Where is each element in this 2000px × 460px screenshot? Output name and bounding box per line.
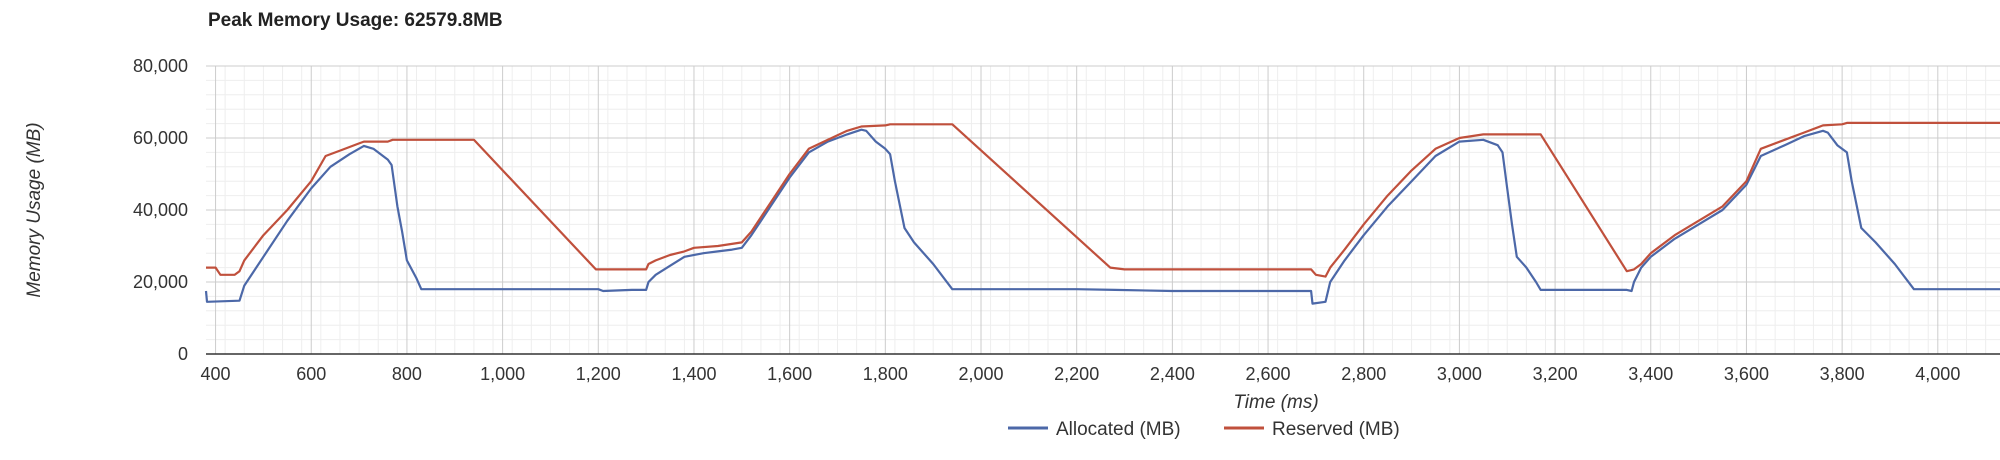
chart-title: Peak Memory Usage: 62579.8MB [208,10,503,31]
x-tick-label: 2,600 [1246,364,1291,384]
x-axis-title: Time (ms) [1233,392,1318,413]
x-tick-label: 4,000 [1915,364,1960,384]
x-tick-label: 1,600 [767,364,812,384]
y-tick-label: 40,000 [133,200,188,220]
x-tick-label: 2,000 [958,364,1003,384]
y-axis-tick-labels: 0 20,000 40,000 60,000 80,000 [133,56,188,364]
y-tick-label: 20,000 [133,272,188,292]
x-tick-label: 2,400 [1150,364,1195,384]
legend-label-allocated: Allocated (MB) [1056,419,1181,440]
x-tick-label: 2,800 [1341,364,1386,384]
x-tick-label: 3,200 [1533,364,1578,384]
x-tick-label: 1,000 [480,364,525,384]
x-tick-label: 1,800 [863,364,908,384]
y-tick-label: 60,000 [133,128,188,148]
y-axis-title: Memory Usage (MB) [24,122,45,297]
x-tick-label: 2,200 [1054,364,1099,384]
series-lines [204,121,2000,305]
x-tick-label: 3,000 [1437,364,1482,384]
series-line-reserved [206,121,2000,278]
x-tick-label: 3,600 [1724,364,1769,384]
x-tick-label: 800 [392,364,422,384]
x-tick-label: 1,200 [576,364,621,384]
major-gridlines [206,65,2000,354]
series-line-allocated [204,128,2000,305]
x-tick-label: 400 [201,364,231,384]
x-tick-label: 1,400 [671,364,716,384]
y-tick-label: 80,000 [133,56,188,76]
x-tick-label: 3,400 [1628,364,1673,384]
legend-label-reserved: Reserved (MB) [1272,419,1400,440]
y-tick-label: 0 [178,344,188,364]
x-axis-tick-labels: 400 600 800 1,000 1,200 1,400 1,600 1,800 2,000 2… [201,364,1961,384]
x-tick-label: 600 [296,364,326,384]
x-tick-label: 3,800 [1820,364,1865,384]
legend: Allocated (MB) Reserved (MB) [1008,419,1400,440]
